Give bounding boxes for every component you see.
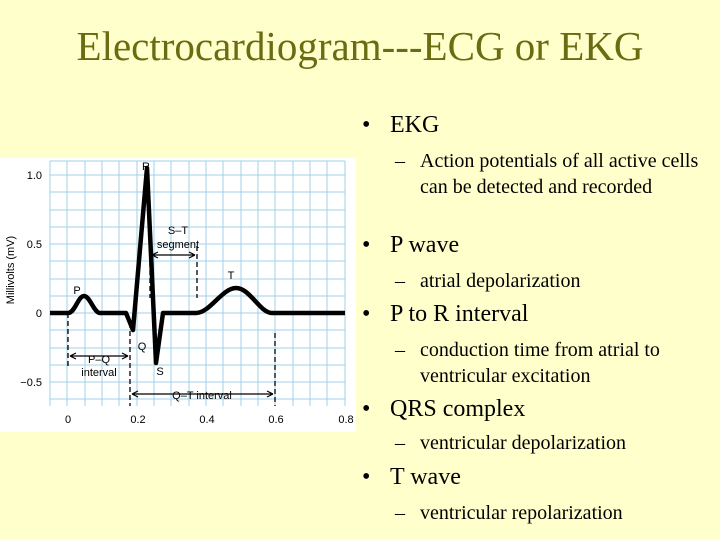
ecg-figure: Millivolts (mV) 1.0 0.5 0 −0.5 0 0.2 0.4… [0,158,356,432]
wave-label: Q [138,341,147,353]
y-tick-label: 0.5 [27,239,42,251]
wave-label: S [156,366,163,378]
interval-arrows [69,251,274,398]
sub-bullet: – Action potentials of all active cells c… [395,148,717,200]
slide-title: Electrocardiogram---ECG or EKG [76,23,644,69]
x-tick-label: 0.8 [338,414,353,426]
sub-bullet: – ventricular repolarization [395,502,623,524]
x-tick-label: 0.2 [130,414,145,426]
wave-label: P [73,285,80,297]
sub-bullet: – atrial depolarization [395,270,581,292]
y-tick-label: 0 [36,308,42,320]
x-tick-label: 0 [65,414,71,426]
sub-bullet-text: Action potentials of all active cells ca… [420,150,699,198]
segment-label: S–T [168,225,188,237]
segment-label: segment [157,239,199,251]
bullet: • QRS complex [362,396,526,422]
bullet: • T wave [362,464,461,490]
bullet-text: T wave [390,464,461,490]
y-tick-label: −0.5 [20,377,42,389]
wave-label: T [228,270,235,282]
ecg-trace [50,165,345,366]
bullet: • P to R interval [362,301,529,327]
sub-bullet-text: conduction time from atrial to ventricul… [420,339,660,387]
bullet-text: P wave [390,232,460,258]
sub-bullet-text: ventricular depolarization [420,432,627,454]
sub-bullet: – ventricular depolarization [395,432,627,454]
sub-bullet-text: atrial depolarization [420,270,581,292]
interval-label: interval [81,367,116,379]
bullet-text: EKG [390,112,440,138]
bullet: • EKG [362,112,440,138]
sub-bullet-text: ventricular repolarization [420,502,623,524]
y-tick-label: 1.0 [27,170,42,182]
bullet-text: P to R interval [390,301,529,327]
wave-label: R [142,161,150,173]
interval-label: P–Q [88,354,110,366]
y-axis-label: Millivolts (mV) [5,236,17,304]
x-tick-label: 0.4 [199,414,214,426]
bullet-text: QRS complex [390,396,526,422]
sub-bullet: – conduction time from atrial to ventricu… [395,337,717,389]
bullet: • P wave [362,232,460,258]
figure-background [0,158,356,432]
x-tick-label: 0.6 [268,414,283,426]
interval-label: Q–T interval [172,390,232,402]
